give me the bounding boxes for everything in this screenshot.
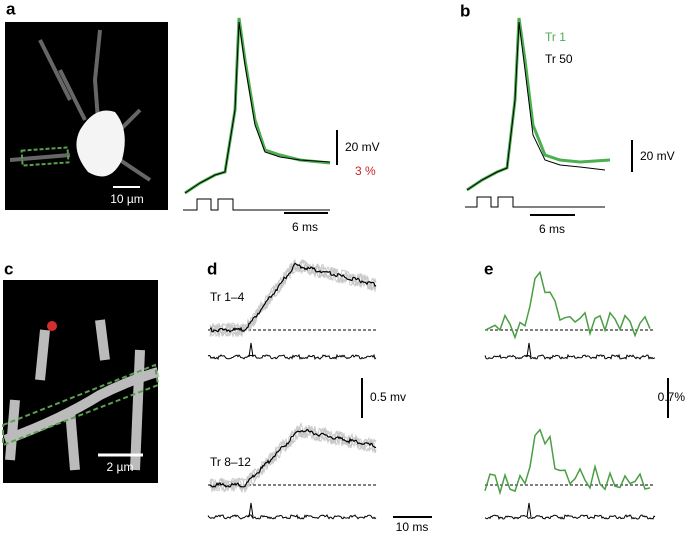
mean-trace [209, 428, 377, 488]
scale-label: 0.7% [658, 390, 685, 404]
panel-label: e [484, 259, 493, 278]
micrograph [5, 22, 168, 210]
shape [466, 17, 611, 192]
shape [466, 21, 606, 191]
trial-trace [209, 425, 377, 493]
scale-label: 3 % [355, 164, 376, 178]
trace-label: Tr 1–4 [210, 290, 245, 304]
panel-label: d [207, 259, 217, 278]
scale-label: 10 ms [396, 520, 429, 534]
mean-trace [209, 262, 377, 333]
scale-label: 6 ms [292, 220, 318, 234]
stim-trace [484, 502, 656, 520]
scale-label: 10 µm [110, 192, 144, 206]
trial-trace [209, 426, 377, 494]
roi [1, 363, 160, 447]
panel-label: a [6, 0, 16, 18]
stim-trace [207, 342, 377, 361]
trace-label: Tr 8–12 [210, 455, 251, 469]
stim-trace [484, 342, 656, 360]
scale-label: 2 µm [107, 460, 134, 474]
fluorescence-trace [184, 17, 331, 195]
legend-entry: Tr 1 [545, 30, 566, 44]
fluorescence-trace [484, 270, 651, 340]
scale-label: 20 mV [640, 149, 675, 163]
stim-site [47, 321, 57, 331]
dendrite [3, 319, 160, 471]
stimulus [183, 198, 330, 211]
panel-label: b [460, 1, 470, 20]
shape [207, 258, 656, 520]
scale-label: 20 mV [345, 140, 380, 154]
voltage-trace [184, 21, 331, 194]
legend-entry: Tr 50 [545, 52, 573, 66]
soma [76, 110, 125, 177]
scale-label: 6 ms [539, 222, 565, 236]
shape [465, 196, 605, 208]
panel-label: c [4, 259, 13, 278]
scale-label: 0.5 mv [370, 390, 406, 404]
roi [20, 146, 70, 167]
dendrites [9, 29, 152, 182]
stim-trace [207, 502, 377, 520]
fluorescence-trace [484, 428, 651, 496]
